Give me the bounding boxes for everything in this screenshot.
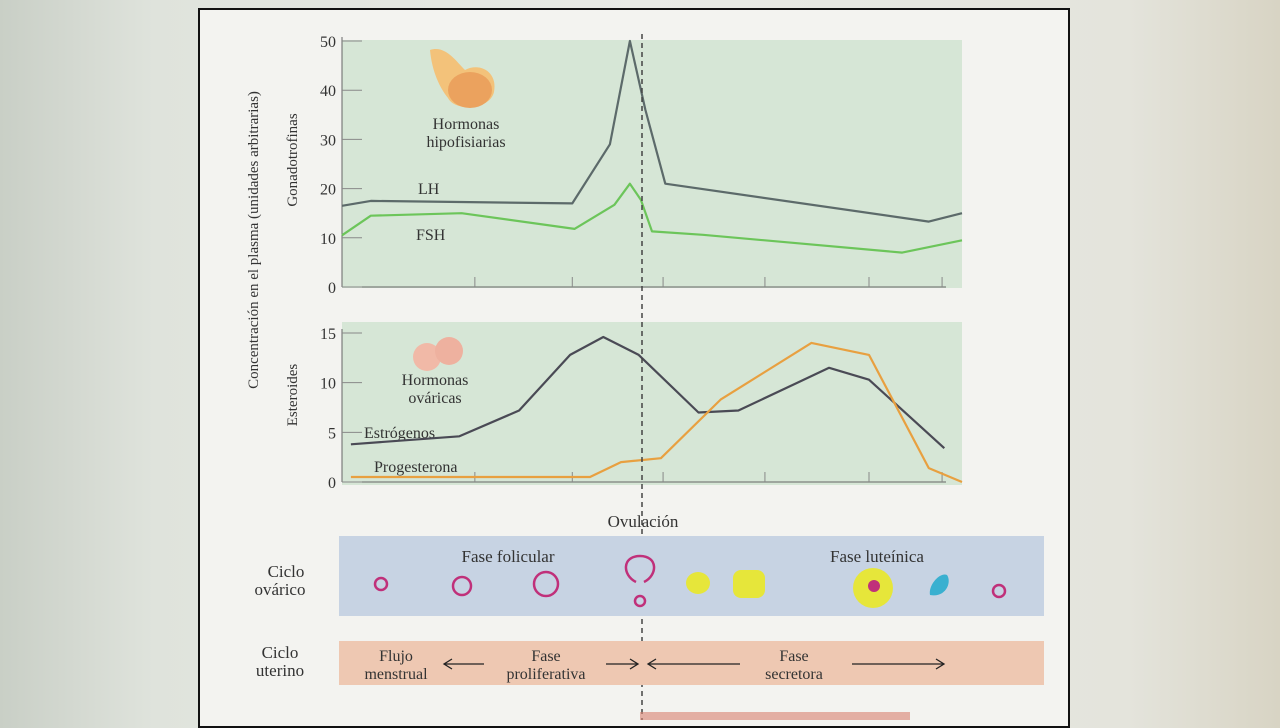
series-line-estrógenos xyxy=(350,335,946,450)
ovarian-title-1: Hormonas xyxy=(402,372,469,389)
y-tick-label: 0 xyxy=(328,475,336,492)
ovarian-label-2: ovárico xyxy=(255,580,306,599)
follicular-phase-label: Fase folicular xyxy=(462,547,555,566)
secretory-2: secretora xyxy=(765,666,823,683)
y-tick-label: 5 xyxy=(328,425,336,442)
proliferative-2: proliferativa xyxy=(506,666,585,683)
menstrual-flow-2: menstrual xyxy=(364,666,428,683)
y-tick-label: 40 xyxy=(320,83,336,100)
y-tick-label: 20 xyxy=(320,182,336,199)
y-tick-label: 0 xyxy=(328,280,336,297)
uterine-cycle-band xyxy=(339,641,1044,685)
y-tick-label: 10 xyxy=(320,231,336,248)
corpus-luteum-icons xyxy=(686,568,949,608)
ovarian-label-1: Ciclo xyxy=(268,562,305,581)
y-tick-label: 30 xyxy=(320,132,336,149)
fsh-label: FSH xyxy=(416,227,446,244)
pituitary-title-1: Hormonas xyxy=(433,116,500,133)
endometrium-strip xyxy=(640,712,910,720)
uterine-label-2: uterino xyxy=(256,661,304,680)
secretory-1: Fase xyxy=(779,648,808,665)
series-line-progesterona xyxy=(350,341,963,484)
luteal-phase-label: Fase luteínica xyxy=(830,547,924,566)
y-tick-label: 15 xyxy=(320,326,336,343)
pituitary-icon xyxy=(430,49,495,108)
proliferative-1: Fase xyxy=(531,648,560,665)
shared-y-label: Concentración en el plasma (unidades arb… xyxy=(246,91,262,389)
lh-label: LH xyxy=(418,181,440,198)
estrogen-label: Estrógenos xyxy=(364,425,435,442)
follicle-icons xyxy=(373,554,1007,608)
gonadotropin-plot-area xyxy=(342,40,962,288)
ovarian-title-2: ováricas xyxy=(408,390,461,407)
progesterone-label: Progesterona xyxy=(374,459,458,476)
y-label-top: Gonadotrofinas xyxy=(285,113,301,206)
uterine-label-1: Ciclo xyxy=(262,643,299,662)
menstrual-flow-1: Flujo xyxy=(379,648,413,665)
y-label-bottom: Esteroides xyxy=(285,364,301,427)
ovary-icon xyxy=(413,337,463,371)
phase-arrows xyxy=(442,658,946,670)
series-line-fsh xyxy=(341,182,963,254)
pituitary-title-2: hipofisiarias xyxy=(426,134,505,151)
series-line-lh xyxy=(341,39,963,223)
y-tick-label: 10 xyxy=(320,376,336,393)
ovulation-label: Ovulación xyxy=(608,512,679,531)
y-tick-label: 50 xyxy=(320,34,336,51)
